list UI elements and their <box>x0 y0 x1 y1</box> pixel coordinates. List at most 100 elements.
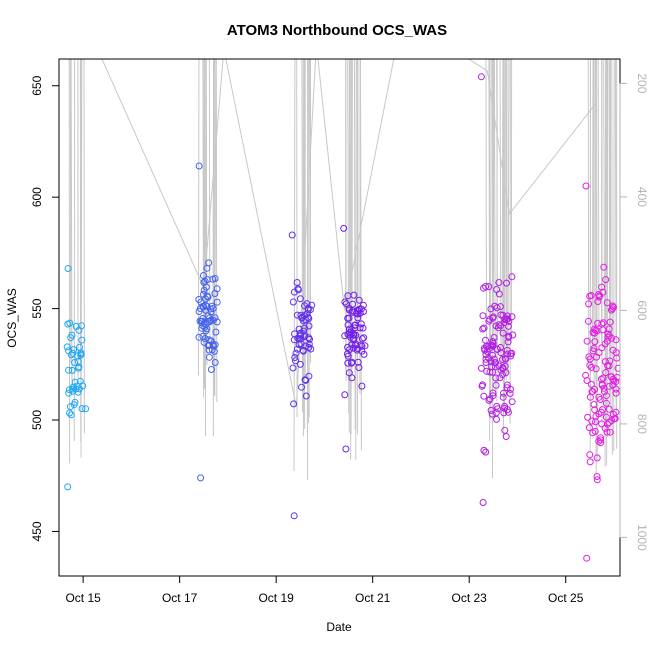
data-point <box>488 341 496 349</box>
data-point <box>582 371 590 379</box>
data-point <box>199 315 207 322</box>
data-point <box>601 340 609 348</box>
data-point <box>303 300 311 308</box>
data-point <box>70 401 78 409</box>
data-point <box>301 324 308 332</box>
data-point <box>584 413 592 421</box>
data-point <box>350 291 358 299</box>
data-point <box>489 338 497 346</box>
data-point <box>499 329 507 337</box>
flight-profile-3 <box>293 59 311 480</box>
data-point <box>199 272 207 279</box>
flight-points-1 <box>63 265 90 491</box>
data-point <box>601 358 609 366</box>
secondary-spike <box>611 59 613 455</box>
data-point <box>306 306 314 314</box>
data-point <box>496 303 504 311</box>
x-tick-label: Oct 19 <box>258 591 294 605</box>
data-point <box>489 351 496 359</box>
data-point <box>79 382 87 390</box>
plot-frame <box>58 58 621 577</box>
data-point <box>502 369 510 377</box>
data-point <box>508 398 516 406</box>
data-point <box>344 321 352 329</box>
data-point <box>304 313 312 321</box>
data-point <box>598 283 606 291</box>
data-point <box>590 345 598 352</box>
data-point <box>289 364 297 372</box>
secondary-spike <box>613 59 615 452</box>
data-point <box>585 424 593 432</box>
secondary-spike <box>587 59 590 371</box>
data-point <box>593 476 601 484</box>
data-point <box>208 346 216 354</box>
data-point <box>341 298 349 306</box>
data-point <box>70 346 77 354</box>
data-point <box>500 389 508 397</box>
data-point <box>356 324 364 332</box>
data-point <box>355 296 363 304</box>
data-point <box>77 349 85 357</box>
data-point <box>507 350 515 358</box>
data-point <box>606 318 614 326</box>
secondary-y-tick-label: 600 <box>635 300 649 320</box>
data-point <box>586 393 594 401</box>
data-point <box>602 392 610 400</box>
data-point <box>605 362 613 370</box>
data-point <box>482 283 490 290</box>
y-tick-label: 650 <box>30 75 44 95</box>
data-point <box>204 293 212 301</box>
y-tick-label: 600 <box>30 187 44 207</box>
data-point <box>490 355 498 363</box>
data-point <box>505 317 513 325</box>
data-point <box>599 406 606 414</box>
data-point <box>355 364 363 371</box>
y-tick-label: 550 <box>30 298 44 318</box>
data-point <box>340 224 348 232</box>
data-point <box>352 331 360 339</box>
y-axis: 450 500 550 600 650 <box>30 75 60 541</box>
y-tick-label: 500 <box>30 410 44 430</box>
data-point <box>595 293 603 301</box>
data-point <box>600 263 608 271</box>
secondary-spike <box>592 59 595 356</box>
data-point <box>600 388 608 396</box>
data-point <box>307 345 315 353</box>
data-point <box>608 417 616 424</box>
data-point <box>64 265 72 272</box>
data-point <box>509 331 517 339</box>
data-point <box>596 396 604 403</box>
data-point <box>598 380 606 388</box>
data-point <box>588 417 596 425</box>
data-point <box>493 304 501 312</box>
data-point <box>505 332 513 340</box>
secondary-spike <box>595 59 597 455</box>
x-axis: Oct 15 Oct 17 Oct 19 Oct 21 Oct 23 Oct 25 <box>65 575 584 605</box>
data-point <box>482 448 490 456</box>
data-point <box>348 374 356 382</box>
data-point <box>503 384 511 392</box>
data-point <box>306 335 313 343</box>
data-point <box>485 396 493 404</box>
data-point <box>591 386 599 393</box>
data-point <box>593 454 601 462</box>
data-point <box>480 392 488 400</box>
data-point <box>489 313 497 321</box>
data-point <box>65 389 73 397</box>
secondary-spike <box>212 59 215 437</box>
data-point <box>499 311 507 319</box>
data-point <box>305 372 313 380</box>
data-point <box>349 300 356 308</box>
data-point <box>288 231 296 239</box>
data-point <box>479 312 487 320</box>
data-point <box>604 333 612 341</box>
data-point <box>345 314 353 322</box>
data-point <box>360 350 368 358</box>
data-point <box>207 316 215 324</box>
y-tick-label: 450 <box>30 521 44 541</box>
flight-profile-4 <box>345 59 362 461</box>
data-point <box>586 458 594 466</box>
data-point <box>506 390 514 397</box>
data-point <box>66 403 74 411</box>
